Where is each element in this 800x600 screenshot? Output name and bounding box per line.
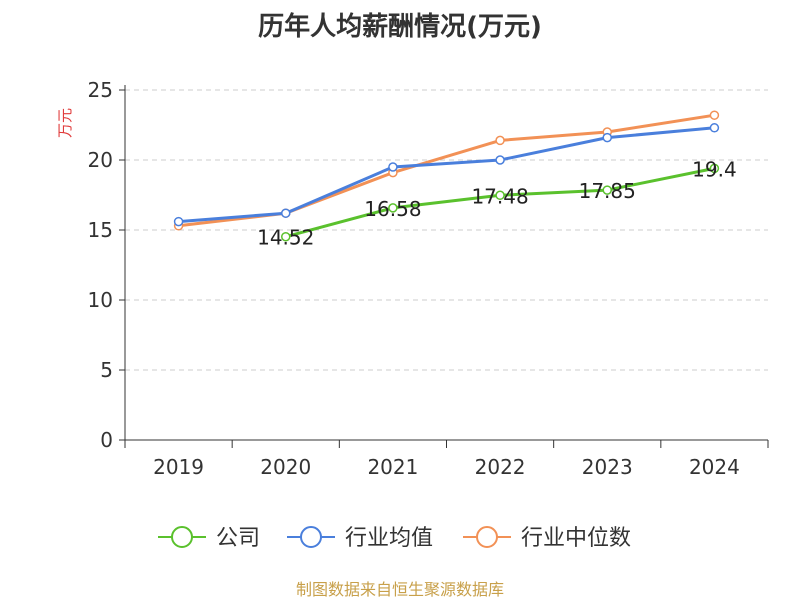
legend-marker bbox=[476, 526, 498, 548]
data-point bbox=[281, 208, 291, 218]
y-tick-label: 25 bbox=[88, 78, 113, 102]
series-line-2 bbox=[178, 113, 715, 228]
data-labels: 14.52 16.58 17.48 17.85 19.4 bbox=[257, 157, 737, 249]
data-point bbox=[495, 155, 505, 165]
data-point bbox=[602, 132, 612, 143]
x-tick-label: 2021 bbox=[367, 455, 418, 479]
data-point bbox=[388, 162, 398, 172]
data-label: 19.4 bbox=[692, 157, 737, 181]
data-point bbox=[495, 135, 505, 146]
data-point bbox=[709, 123, 720, 133]
series-layer bbox=[173, 110, 720, 242]
legend-label: 行业均值 bbox=[345, 526, 433, 551]
data-label: 17.48 bbox=[471, 184, 528, 208]
x-tick-label: 2023 bbox=[582, 455, 633, 479]
data-point bbox=[709, 163, 720, 174]
y-tick-label: 5 bbox=[100, 358, 113, 382]
grid-lines bbox=[125, 89, 768, 371]
legend-marker bbox=[171, 526, 193, 548]
y-tick-label: 0 bbox=[100, 428, 113, 452]
data-label: 14.52 bbox=[257, 226, 314, 250]
legend-label: 行业中位数 bbox=[521, 526, 631, 551]
data-point bbox=[281, 231, 291, 242]
legend-item[interactable]: 行业中位数 bbox=[463, 526, 631, 551]
series-line-1 bbox=[178, 126, 715, 224]
x-tick-label: 2019 bbox=[153, 455, 204, 479]
data-label: 16.58 bbox=[364, 197, 421, 221]
legend-label: 公司 bbox=[216, 526, 260, 551]
y-axis-label: 万元 bbox=[56, 108, 74, 138]
data-point bbox=[709, 110, 720, 120]
y-tick-label: 15 bbox=[88, 218, 113, 242]
data-point bbox=[495, 190, 505, 201]
x-tick-label: 2020 bbox=[260, 455, 311, 479]
data-label: 17.85 bbox=[579, 179, 636, 203]
x-tick-label: 2024 bbox=[689, 455, 740, 479]
y-tick-label: 10 bbox=[88, 288, 113, 312]
y-tick-label: 20 bbox=[88, 148, 113, 172]
x-tick-label: 2022 bbox=[475, 455, 526, 479]
data-point bbox=[602, 185, 612, 195]
axes: 0 5 10 15 20 25 2019 2020 2021 2022 2023 2024 万元 bbox=[56, 78, 769, 479]
data-point bbox=[388, 203, 398, 213]
data-point bbox=[173, 216, 184, 227]
legend-item[interactable]: 行业均值 bbox=[287, 526, 433, 551]
legend-item[interactable]: 公司 bbox=[158, 526, 260, 551]
source-footer: 制图数据来自恒生聚源数据库 bbox=[295, 580, 504, 599]
legend[interactable]: 公司 行业均值 行业中位数 bbox=[158, 526, 631, 551]
chart-title: 历年人均薪酬情况(万元) bbox=[258, 12, 542, 42]
legend-marker bbox=[300, 526, 322, 548]
